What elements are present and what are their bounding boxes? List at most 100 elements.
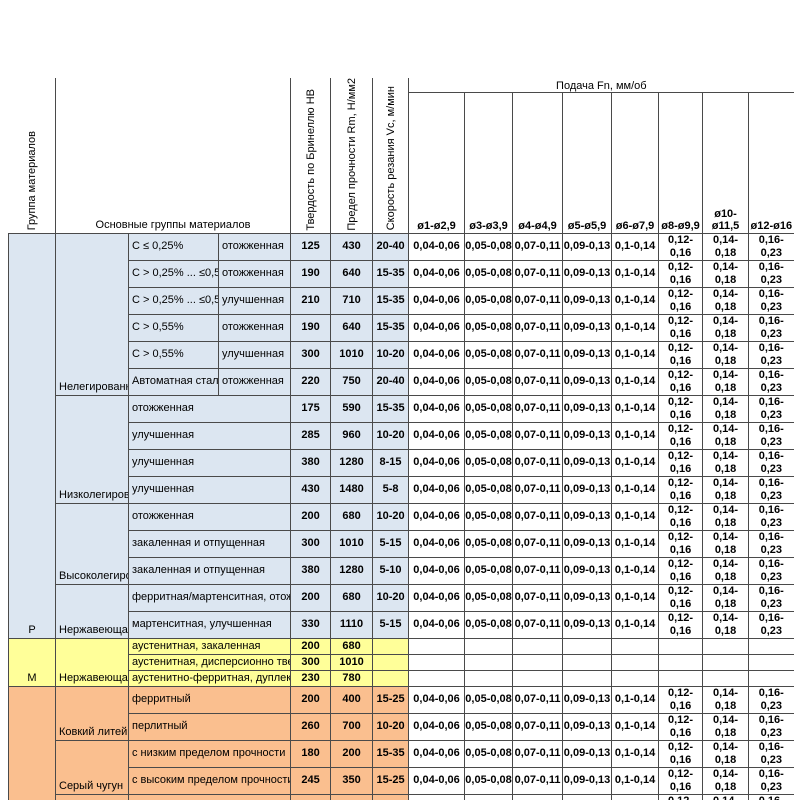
feed-cell: 0,05-0,08 <box>464 583 514 612</box>
feed-cell: 0,1-0,14 <box>611 685 660 714</box>
feed-cell: 0,09-0,13 <box>562 367 613 396</box>
feed-cell: 0,16-0,23 <box>748 286 794 315</box>
feed-cell: 0,04-0,06 <box>408 610 466 639</box>
feed-cell: 0,05-0,08 <box>464 259 514 288</box>
material-family-cell: Нержавеющая ст <box>55 637 129 687</box>
feed-cell: 0,1-0,14 <box>611 610 660 639</box>
feed-cell: 0,1-0,14 <box>611 448 660 477</box>
material-group-letter: K <box>8 685 56 800</box>
material-family-cell: Ковкий литейный <box>55 685 129 741</box>
feed-cell: 0,05-0,08 <box>464 556 514 585</box>
diameter-column-header: ø12-ø16 <box>748 92 794 234</box>
feed-cell: 0,14-0,18 <box>702 340 750 369</box>
feed-cell: 0,16-0,23 <box>748 712 794 741</box>
feed-cell: 0,16-0,23 <box>748 394 794 423</box>
strength-cell: 640 <box>330 313 374 342</box>
cutting-data-table-wrap: Группа материалов Основные группы матери… <box>8 78 794 800</box>
feed-cell: 0,05-0,08 <box>464 313 514 342</box>
speed-cell: 5-8 <box>372 475 410 504</box>
strength-cell: 400 <box>330 793 374 800</box>
material-condition-cell: отожженная <box>217 232 292 261</box>
feed-cell: 0,07-0,11 <box>512 340 564 369</box>
feed-cell: 0,04-0,06 <box>408 712 466 741</box>
diameter-header-row: ø1-ø2,9 ø3-ø3,9 ø4-ø4,9 ø5-ø5,9 ø6-ø7,9 ø8-ø9… <box>9 92 794 234</box>
feed-cell: 0,07-0,11 <box>512 766 564 795</box>
material-condition-cell: мартенситная, улучшенная <box>127 610 292 639</box>
feed-cell: 0,12-0,16 <box>658 685 704 714</box>
feed-cell: 0,16-0,23 <box>748 793 794 800</box>
feed-cell: 0,04-0,06 <box>408 421 466 450</box>
feed-cell: 0,16-0,23 <box>748 610 794 639</box>
material-condition-cell: ферритный <box>127 793 292 800</box>
feed-cell: 0,12-0,16 <box>658 793 704 800</box>
speed-cell: 15-35 <box>372 259 410 288</box>
speed-cell: 15-35 <box>372 286 410 315</box>
feed-cell: 0,05-0,08 <box>464 232 514 261</box>
feed-cell: 0,05-0,08 <box>464 367 514 396</box>
hardness-cell: 180 <box>290 739 332 768</box>
feed-cell: 0,04-0,06 <box>408 340 466 369</box>
table-row: улучшенная 380 1280 8-15 0,04-0,06 0,05-0,08 0… <box>9 448 794 477</box>
feed-cell: 0,1-0,14 <box>611 421 660 450</box>
material-condition-cell: закаленная и отпущенная <box>127 556 292 585</box>
feed-cell <box>702 653 750 671</box>
material-family-cell: Серый чугун <box>55 739 129 795</box>
feed-cell: 0,09-0,13 <box>562 232 613 261</box>
diameter-column-header: ø6-ø7,9 <box>611 92 660 234</box>
feed-cell: 0,07-0,11 <box>512 475 564 504</box>
feed-cell: 0,12-0,16 <box>658 712 704 741</box>
material-condition-cell: ферритная/мартенситная, отожженная <box>127 583 292 612</box>
feed-cell: 0,1-0,14 <box>611 313 660 342</box>
speed-cell: 10-20 <box>372 340 410 369</box>
speed-cell: 15-25 <box>372 793 410 800</box>
feed-cell: 0,1-0,14 <box>611 502 660 531</box>
feed-cell: 0,05-0,08 <box>464 421 514 450</box>
hardness-cell: 260 <box>290 712 332 741</box>
feed-cell: 0,14-0,18 <box>702 502 750 531</box>
table-row: PНелегированная C ≤ 0,25%отожженная12543… <box>8 232 794 639</box>
feed-cell: 0,07-0,11 <box>512 259 564 288</box>
speed-cell: 15-25 <box>372 685 410 714</box>
strength-column-label: Предел прочности Rm, Н/мм2 <box>345 78 358 231</box>
feed-cell: 0,09-0,13 <box>562 610 613 639</box>
feed-cell: 0,16-0,23 <box>748 529 794 558</box>
feed-cell: 0,12-0,16 <box>658 313 704 342</box>
feed-cell: 0,12-0,16 <box>658 475 704 504</box>
material-group-column-header: Группа материалов <box>8 78 56 234</box>
feed-cell: 0,14-0,18 <box>702 610 750 639</box>
feed-cell: 0,14-0,18 <box>702 529 750 558</box>
feed-cell: 0,16-0,23 <box>748 232 794 261</box>
material-condition-cell: улучшенная <box>127 421 292 450</box>
strength-cell: 960 <box>330 421 374 450</box>
feed-cell: 0,09-0,13 <box>562 502 613 531</box>
feed-cell: 0,07-0,11 <box>512 313 564 342</box>
feed-cell: 0,04-0,06 <box>408 448 466 477</box>
feed-cell: 0,14-0,18 <box>702 712 750 741</box>
feed-cell: 0,1-0,14 <box>611 340 660 369</box>
strength-cell: 430 <box>330 232 374 261</box>
speed-cell: 15-35 <box>372 313 410 342</box>
speed-cell: 15-25 <box>372 766 410 795</box>
material-family-cell: Высокопрочный ч <box>55 793 129 800</box>
hardness-cell: 200 <box>290 685 332 714</box>
table-row: C > 0,55% улучшенная 300 1010 10-20 0,04-0,06… <box>9 340 794 369</box>
feed-cell: 0,07-0,11 <box>512 739 564 768</box>
feed-cell <box>562 637 613 655</box>
hardness-cell: 190 <box>290 259 332 288</box>
feed-cell: 0,16-0,23 <box>748 421 794 450</box>
feed-cell: 0,05-0,08 <box>464 712 514 741</box>
table-row: аустенитная, дисперсионно твердеющая3001… <box>9 653 794 671</box>
material-family-cell: Нержавеющая ст <box>55 583 129 639</box>
material-subgroup-cell: C > 0,55% <box>128 313 219 342</box>
speed-cell: 5-15 <box>372 529 410 558</box>
material-condition-cell: улучшенная <box>217 340 292 369</box>
table-body: PНелегированная C ≤ 0,25%отожженная12543… <box>8 232 794 800</box>
feed-cell: 0,04-0,06 <box>408 766 466 795</box>
feed-cell: 0,14-0,18 <box>702 739 750 768</box>
strength-cell: 640 <box>330 259 374 288</box>
feed-cell <box>658 653 704 671</box>
hardness-cell: 200 <box>290 502 332 531</box>
hardness-cell: 330 <box>290 610 332 639</box>
feed-cell: 0,05-0,08 <box>464 475 514 504</box>
